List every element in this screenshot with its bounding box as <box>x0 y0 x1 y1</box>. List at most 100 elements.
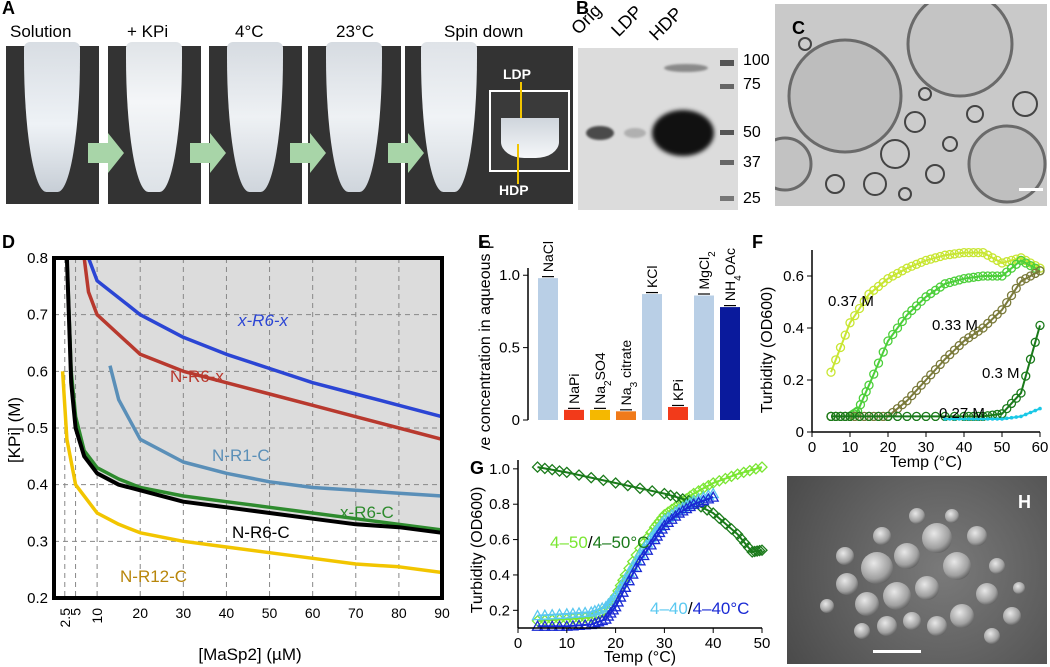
data-point <box>599 600 612 612</box>
marker-band <box>720 196 734 201</box>
y-tick-label: 0.7 <box>27 307 48 324</box>
data-point <box>1033 408 1038 413</box>
y-ticks: 0.8 0.7 0.6 0.5 0.4 0.3 0.2 <box>27 250 48 607</box>
data-point <box>930 253 941 263</box>
series-group <box>531 490 720 631</box>
data-point <box>1021 371 1031 381</box>
bar-label: NaCl <box>540 241 556 272</box>
data-point <box>888 329 898 340</box>
bar <box>668 406 688 420</box>
curve-label: 0.37 M <box>828 293 874 310</box>
data-point <box>756 461 768 473</box>
data-point <box>749 462 762 475</box>
legend-a: 4–40 <box>650 599 688 618</box>
y-tick-label: 0.4 <box>783 320 804 337</box>
data-point <box>935 359 945 370</box>
data-point <box>926 254 936 264</box>
data-point <box>592 615 605 627</box>
panel-label-b: B <box>576 0 589 18</box>
data-point <box>683 500 697 512</box>
y-tick-label: 0.5 <box>27 420 48 437</box>
data-point <box>997 258 1007 268</box>
x-tick-label: 50 <box>994 439 1011 456</box>
y-tick-label: 0.8 <box>489 496 510 513</box>
data-point <box>1006 290 1017 301</box>
data-point <box>916 380 926 390</box>
data-point <box>687 497 700 509</box>
data-point <box>602 597 615 609</box>
data-point <box>911 411 922 422</box>
data-point <box>964 247 974 258</box>
data-point <box>1014 415 1019 419</box>
x-tick-label: 2.5 <box>57 608 73 628</box>
data-point <box>661 515 675 527</box>
y-tick-label: 0.5 <box>499 340 520 357</box>
ldp-pointer <box>520 82 522 118</box>
data-point <box>626 567 639 579</box>
data-point <box>949 276 960 286</box>
data-point <box>921 375 931 385</box>
data-point <box>930 285 941 295</box>
one-phase-region <box>54 258 442 598</box>
data-point <box>949 249 960 259</box>
data-point <box>926 288 936 299</box>
y-tick-label: 0.3 <box>27 533 48 550</box>
data-point <box>940 250 950 260</box>
data-point <box>756 544 768 557</box>
data-point <box>930 411 941 422</box>
data-point <box>1019 414 1023 419</box>
series-line <box>831 325 1041 418</box>
e-ylabel-text: Relative concentration in aqueous phase <box>477 240 494 450</box>
data-point <box>845 411 855 422</box>
data-point <box>835 411 846 422</box>
data-point <box>573 469 585 481</box>
data-point <box>572 619 586 630</box>
data-point <box>978 247 988 258</box>
curves <box>60 257 443 575</box>
data-point <box>921 411 931 422</box>
data-point <box>531 609 544 621</box>
data-point <box>968 329 979 340</box>
y-tick-label: 0.2 <box>27 590 48 607</box>
gel-band <box>664 64 708 72</box>
scale-bar <box>1019 188 1043 191</box>
gel-band <box>586 126 614 140</box>
curve-label: 0.3 M <box>982 365 1020 382</box>
x-tick-label: 0 <box>808 439 816 456</box>
data-point <box>831 411 841 422</box>
data-point <box>983 271 993 281</box>
panel-label-d: D <box>2 232 15 252</box>
chart-f: 0 10 20 30 40 50 60 0.6 0.4 0.2 0 Temp (°C) Turbi… <box>759 247 1048 470</box>
g-legend-1: 4–50/4–50°C <box>550 533 649 552</box>
series-line <box>60 371 443 575</box>
y-tick-label: 1.0 <box>499 267 520 284</box>
data-point <box>943 417 947 421</box>
data-point <box>692 496 705 508</box>
gel-band <box>652 110 714 156</box>
data-point <box>907 261 917 271</box>
data-point <box>990 417 995 421</box>
data-point <box>892 323 903 333</box>
bar <box>642 294 662 420</box>
chart-e: Relative concentration in aqueous phase … <box>477 240 744 450</box>
data-point <box>1025 354 1036 364</box>
data-point <box>959 273 969 284</box>
data-point <box>566 619 580 631</box>
inset-tube <box>501 118 559 158</box>
data-point <box>962 417 966 421</box>
data-point <box>854 303 865 314</box>
arrow-icon <box>388 133 424 173</box>
data-point <box>1021 258 1031 268</box>
data-point <box>609 477 622 489</box>
data-point <box>959 336 969 346</box>
series-group <box>826 247 1045 377</box>
data-point <box>633 554 647 566</box>
data-point <box>873 411 884 422</box>
data-point <box>737 466 750 479</box>
data-point <box>725 470 738 483</box>
data-point <box>588 604 601 616</box>
series <box>826 247 1045 422</box>
data-point <box>646 485 659 497</box>
data-point <box>926 370 936 380</box>
plot-frame <box>52 256 444 600</box>
